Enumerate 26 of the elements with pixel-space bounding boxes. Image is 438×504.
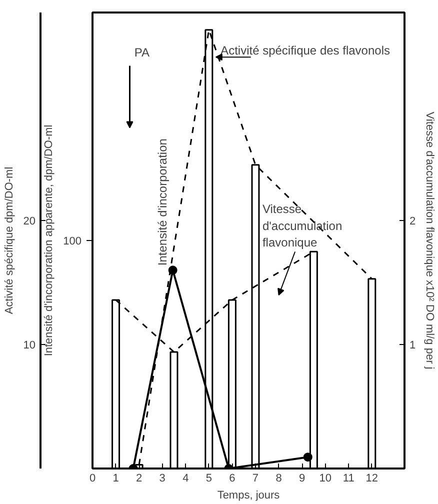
x-tick-label: 8 [276,472,282,484]
legend-label: Activité spécifique des flavonols [220,43,390,58]
text: Vitesse d'accumulation flavonique [262,202,342,250]
y2-axis-title: Activité spécifique dpm/DO-ml [3,166,16,314]
x-tick-label: 6 [229,472,236,484]
y2-tick-label: 10 [23,340,36,352]
y-tick-label: 100 [63,236,82,248]
x-tick-label: 12 [366,472,378,484]
y3-axis-title: Vitesse d'accumulation flavonique x10² DO ml/g per j [424,112,436,370]
y3-tick-label: 2 [410,216,416,228]
x-tick-label: 9 [298,472,306,484]
x-tick-label: 3 [159,472,166,484]
x-tick-label: 4 [182,472,189,484]
x-axis-title: Temps, jours [217,490,280,502]
x-tick-label: 5 [206,472,212,484]
y2-tick-label: 20 [23,216,36,228]
y3-tick-label: 1 [410,340,416,352]
x-tick-label: 1 [112,472,119,484]
x-tick-label: 11 [342,472,354,484]
x-tick-label: 0 [89,472,96,484]
annotation: PA [134,46,150,60]
x-tick-label: 2 [136,472,142,484]
x-tick-label: 7 [252,472,259,484]
x-tick-label: 10 [319,472,332,484]
y-axis-title: Intensité d'incorporation apparente, dpm/DO-ml [43,124,56,356]
text: Intensité d'incorporation [155,138,170,266]
